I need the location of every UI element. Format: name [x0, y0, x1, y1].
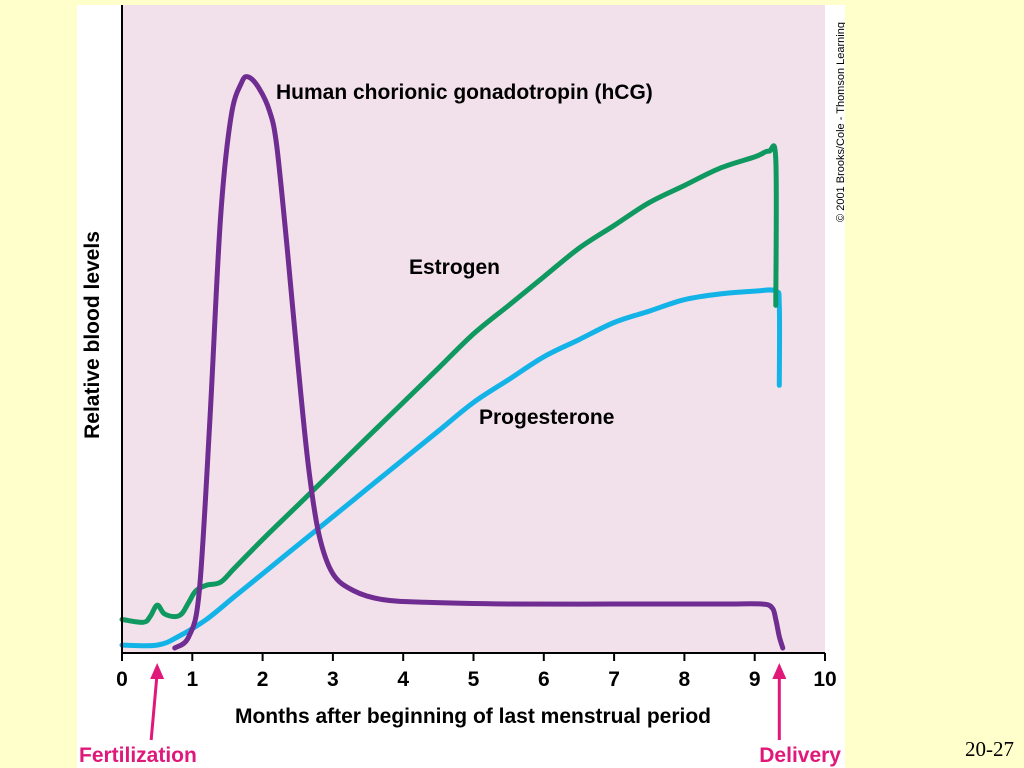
- plot-background: [122, 5, 825, 653]
- progesterone-line: [119, 287, 783, 649]
- estrogen-line: [119, 143, 779, 625]
- chart: 0 1 2 3 4 5 6 7 8 9 10 Relative blood levels Month…: [79, 5, 845, 767]
- x-tick-label: 9: [749, 668, 761, 691]
- annotation-arrow-shaft: [149, 672, 159, 741]
- fertilization-annotation: Fertilization: [79, 663, 197, 767]
- estrogen-series-label: Estrogen: [409, 256, 500, 279]
- x-tick-label: 10: [813, 668, 836, 691]
- annotation-arrow-head: [772, 663, 787, 679]
- x-tick-label: 2: [257, 668, 269, 691]
- copyright-text: © 2001 Brooks/Cole - Thomson Learning: [835, 22, 845, 222]
- x-tick-label: 6: [538, 668, 550, 691]
- progesterone-series-label: Progesterone: [479, 406, 614, 429]
- delivery-annotation: Delivery: [759, 663, 841, 767]
- x-tick-label: 3: [327, 668, 339, 691]
- hcg-series-label: Human chorionic gonadotropin (hCG): [276, 81, 653, 104]
- series-layer: [119, 74, 786, 651]
- delivery-label: Delivery: [759, 744, 841, 767]
- x-tick-label: 7: [608, 668, 620, 691]
- figure-panel: 0 1 2 3 4 5 6 7 8 9 10 Relative blood levels Month…: [77, 5, 845, 768]
- x-tick-label: 4: [397, 668, 409, 691]
- fertilization-label: Fertilization: [79, 744, 197, 767]
- x-tick-label: 1: [186, 668, 198, 691]
- x-tick-label: 8: [679, 668, 691, 691]
- y-axis-label: Relative blood levels: [81, 231, 104, 439]
- slide-number: 20-27: [965, 737, 1014, 761]
- x-tick-layer: 0 1 2 3 4 5 6 7 8 9 10: [116, 653, 837, 691]
- x-tick-label: 0: [116, 668, 128, 691]
- annotation-arrow-head: [150, 663, 165, 679]
- x-axis-label: Months after beginning of last menstrual…: [235, 705, 711, 728]
- annotation-layer: Fertilization Delivery: [79, 663, 841, 767]
- hcg-line: [172, 74, 786, 651]
- x-tick-label: 5: [468, 668, 480, 691]
